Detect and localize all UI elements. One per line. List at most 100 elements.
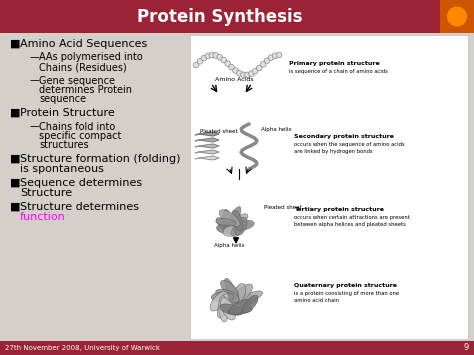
- Text: is a protein consisting of more than one: is a protein consisting of more than one: [294, 291, 399, 296]
- Text: function: function: [20, 213, 66, 223]
- Ellipse shape: [235, 217, 247, 235]
- Text: Pleated sheet: Pleated sheet: [264, 205, 301, 210]
- Bar: [190, 35, 468, 339]
- Text: Sequence determines: Sequence determines: [20, 178, 142, 188]
- Ellipse shape: [217, 294, 229, 318]
- Ellipse shape: [220, 280, 238, 297]
- Polygon shape: [195, 132, 219, 136]
- Text: 27th November 2008, University of Warwick: 27th November 2008, University of Warwic…: [5, 345, 160, 351]
- Ellipse shape: [232, 284, 253, 304]
- Polygon shape: [195, 144, 219, 148]
- Circle shape: [447, 6, 467, 27]
- Ellipse shape: [223, 224, 242, 236]
- Text: Amino Acid Sequences: Amino Acid Sequences: [20, 39, 147, 49]
- Circle shape: [213, 53, 219, 58]
- Ellipse shape: [210, 291, 228, 311]
- Text: Structure determines: Structure determines: [20, 202, 139, 212]
- Text: AAs polymerised into: AAs polymerised into: [39, 53, 143, 62]
- Ellipse shape: [231, 220, 246, 236]
- Circle shape: [205, 53, 210, 59]
- Ellipse shape: [243, 295, 258, 313]
- Circle shape: [272, 53, 278, 59]
- Ellipse shape: [228, 207, 241, 229]
- Circle shape: [209, 52, 215, 58]
- Text: Gene sequence: Gene sequence: [39, 76, 115, 86]
- Circle shape: [248, 71, 254, 76]
- Text: ■: ■: [10, 202, 20, 212]
- Text: between alpha helices and pleated sheets: between alpha helices and pleated sheets: [294, 222, 406, 227]
- Text: Structure: Structure: [20, 189, 72, 198]
- Text: Amino Acids: Amino Acids: [215, 77, 253, 82]
- Circle shape: [245, 72, 250, 78]
- Ellipse shape: [231, 220, 254, 231]
- Ellipse shape: [219, 296, 228, 322]
- Text: is spontaneous: is spontaneous: [20, 164, 104, 175]
- Text: are linked by hydrogen bonds: are linked by hydrogen bonds: [294, 149, 373, 154]
- Text: Chains (Residues): Chains (Residues): [39, 62, 127, 72]
- Text: —: —: [30, 53, 40, 62]
- Text: Quaternary protein structure: Quaternary protein structure: [294, 283, 397, 288]
- Ellipse shape: [228, 306, 252, 315]
- Circle shape: [256, 65, 262, 71]
- Circle shape: [201, 55, 207, 61]
- Text: Primary protein structure: Primary protein structure: [289, 61, 380, 66]
- Text: Pleated sheet: Pleated sheet: [200, 129, 237, 134]
- Text: determines Protein: determines Protein: [39, 85, 132, 95]
- Ellipse shape: [216, 289, 239, 303]
- Circle shape: [253, 69, 258, 74]
- Ellipse shape: [223, 209, 232, 231]
- Ellipse shape: [232, 294, 257, 305]
- Ellipse shape: [219, 304, 243, 315]
- Circle shape: [264, 58, 270, 64]
- Text: ■: ■: [10, 39, 20, 49]
- Circle shape: [225, 61, 230, 66]
- Text: ■: ■: [10, 178, 20, 188]
- Bar: [0, 341, 474, 355]
- Circle shape: [237, 70, 242, 76]
- Text: Alpha helix: Alpha helix: [214, 243, 245, 248]
- Circle shape: [221, 57, 227, 63]
- Ellipse shape: [225, 278, 239, 304]
- Text: ■: ■: [10, 154, 20, 164]
- Text: —: —: [30, 121, 40, 131]
- Text: —: —: [30, 76, 40, 86]
- Ellipse shape: [219, 210, 240, 226]
- Text: ■: ■: [10, 108, 20, 118]
- Circle shape: [217, 54, 222, 60]
- Circle shape: [276, 52, 282, 58]
- Circle shape: [233, 68, 238, 73]
- Text: Secondary protein structure: Secondary protein structure: [294, 134, 394, 139]
- Ellipse shape: [216, 218, 233, 233]
- Text: structures: structures: [39, 141, 89, 151]
- Text: Structure formation (folding): Structure formation (folding): [20, 154, 181, 164]
- Ellipse shape: [232, 210, 243, 231]
- Text: Tertiary protein structure: Tertiary protein structure: [294, 207, 384, 212]
- Ellipse shape: [239, 291, 263, 303]
- Text: occurs when certain attractions are present: occurs when certain attractions are pres…: [294, 215, 410, 220]
- Text: sequence: sequence: [39, 94, 86, 104]
- Ellipse shape: [217, 224, 238, 234]
- Circle shape: [241, 72, 246, 77]
- Ellipse shape: [229, 299, 252, 315]
- Text: Alpha helix: Alpha helix: [261, 127, 292, 132]
- Circle shape: [260, 61, 266, 67]
- Ellipse shape: [211, 292, 234, 302]
- Polygon shape: [195, 138, 219, 142]
- Bar: [0, 0, 474, 33]
- Ellipse shape: [220, 297, 236, 320]
- Text: Chains fold into: Chains fold into: [39, 121, 115, 131]
- Polygon shape: [195, 156, 219, 160]
- Circle shape: [197, 59, 203, 64]
- Polygon shape: [195, 150, 219, 154]
- Ellipse shape: [232, 284, 246, 305]
- Text: specific compact: specific compact: [39, 131, 121, 141]
- Circle shape: [268, 55, 274, 60]
- Text: Protein Synthesis: Protein Synthesis: [137, 7, 303, 26]
- Circle shape: [229, 64, 234, 70]
- Text: is sequence of a chain of amino acids: is sequence of a chain of amino acids: [289, 69, 388, 74]
- Circle shape: [193, 62, 199, 68]
- Bar: [440, 0, 474, 33]
- Ellipse shape: [216, 218, 236, 226]
- Text: occurs when the sequence of amino acids: occurs when the sequence of amino acids: [294, 142, 405, 147]
- Text: 9: 9: [464, 344, 469, 353]
